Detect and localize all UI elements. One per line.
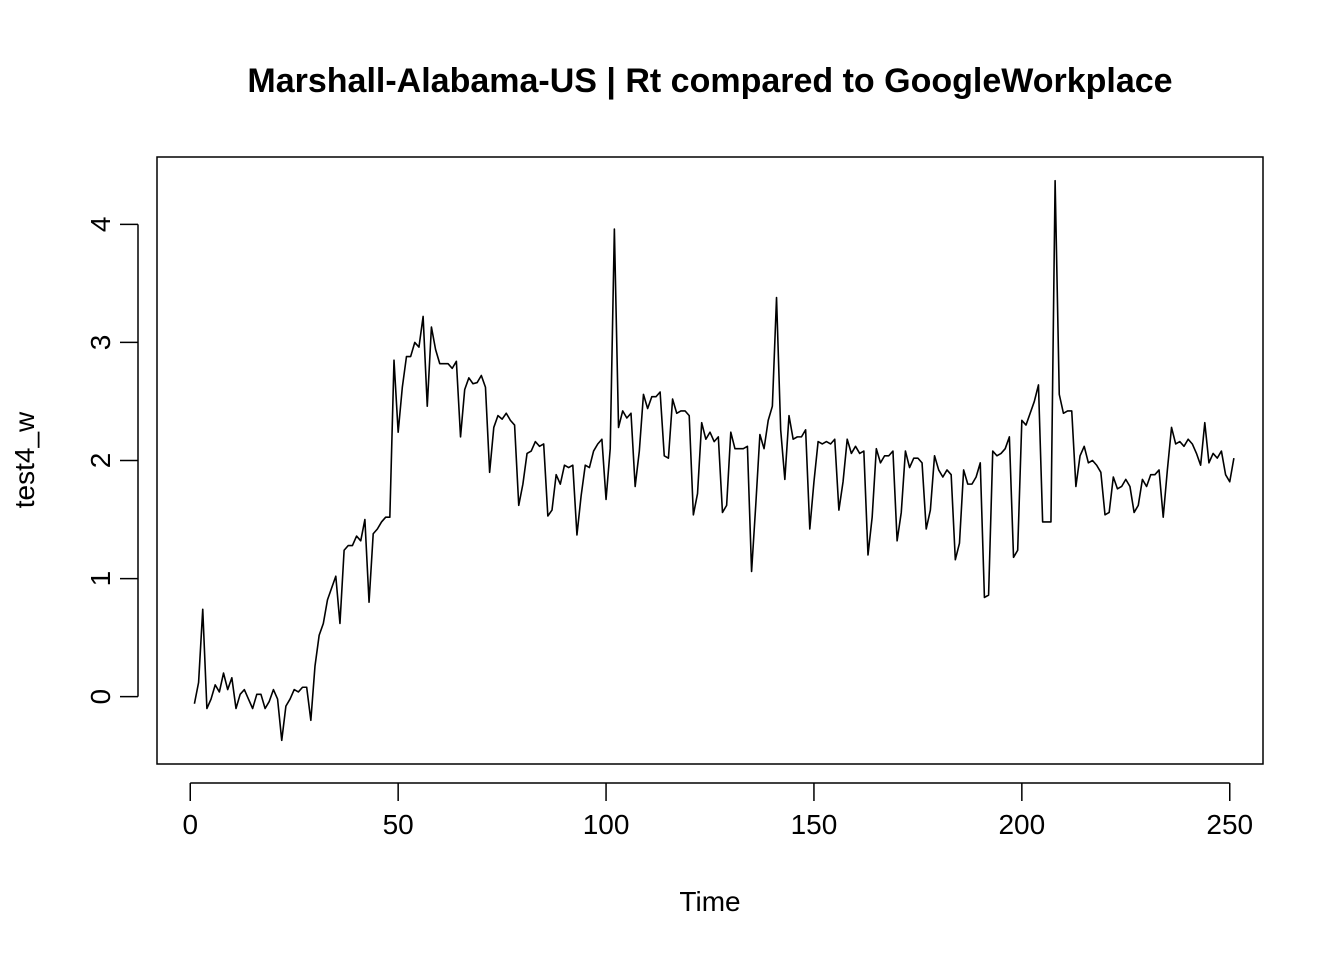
y-tick-label: 2: [85, 453, 116, 469]
x-axis-label: Time: [679, 886, 740, 917]
x-tick-label: 150: [791, 809, 838, 840]
x-tick-label: 200: [998, 809, 1045, 840]
y-axis: 0 1 2 3 4: [85, 217, 139, 705]
plot-area-border: [156, 156, 1264, 765]
chart-title: Marshall-Alabama-US | Rt compared to Goo…: [247, 62, 1172, 100]
y-tick-label: 4: [85, 217, 116, 233]
y-axis-label: test4_w: [9, 411, 40, 508]
x-tick-label: 50: [383, 809, 414, 840]
x-tick-label: 100: [583, 809, 630, 840]
x-tick-label: 250: [1206, 809, 1253, 840]
y-tick-label: 0: [85, 689, 116, 705]
x-axis: 0 50 100 150 200 250: [182, 782, 1253, 840]
y-tick-label: 1: [85, 571, 116, 587]
series-line-test4-w: [193, 179, 1235, 742]
x-tick-label: 0: [182, 809, 198, 840]
y-tick-label: 3: [85, 335, 116, 351]
